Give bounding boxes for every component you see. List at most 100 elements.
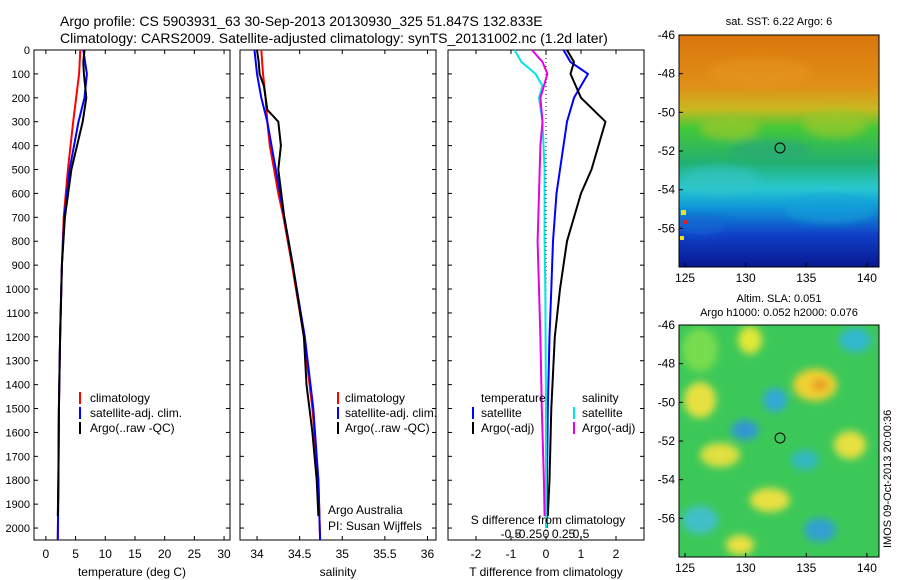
map-x-tick-label: 140 bbox=[857, 271, 877, 285]
difference-xlabel: T difference from climatology bbox=[469, 565, 623, 579]
series-line-s_satellite bbox=[513, 49, 547, 528]
sst-patch bbox=[785, 196, 875, 224]
sst-map bbox=[679, 35, 879, 267]
depth-tick-label: 1700 bbox=[6, 451, 30, 463]
s-tick-label: 0.25 bbox=[552, 527, 576, 541]
legend-climatology: climatology bbox=[90, 391, 150, 405]
map-y-tick-label: -56 bbox=[658, 511, 676, 525]
x-tick-label: 0 bbox=[543, 547, 550, 561]
sst-patch bbox=[710, 58, 810, 86]
legend-s-satellite: satellite bbox=[582, 406, 623, 420]
sst-patch bbox=[680, 166, 760, 194]
salinity-x-axis: 34 34.5 35 35.5 36 bbox=[250, 50, 434, 561]
sla-patch bbox=[726, 535, 754, 555]
map-x-tick-label: 130 bbox=[736, 561, 756, 575]
sst-pixel bbox=[684, 220, 688, 224]
legend-satellite: satellite-adj. clim. bbox=[90, 406, 182, 420]
s-tick-label: 0.5 bbox=[573, 527, 590, 541]
x-tick-label: 10 bbox=[99, 547, 113, 561]
s-tick-label: -0.25 bbox=[515, 527, 543, 541]
map-y-tick-label: -46 bbox=[658, 318, 676, 332]
sla-patch bbox=[738, 326, 762, 354]
sla-map-title-2: Argo h1000: 0.052 h2000: 0.076 bbox=[700, 307, 858, 319]
map-x-tick-label: 140 bbox=[857, 561, 877, 575]
sla-map-title-1: Altim. SLA: 0.051 bbox=[737, 293, 822, 305]
x-tick-label: 1 bbox=[578, 547, 585, 561]
legend-salinity-title: salinity bbox=[582, 391, 619, 405]
legend-s-argo: Argo(-adj) bbox=[582, 421, 635, 435]
map-y-tick-label: -54 bbox=[658, 183, 676, 197]
legend-t-argo: Argo(-adj) bbox=[481, 421, 534, 435]
sla-map bbox=[679, 325, 879, 557]
series-line-climatology bbox=[260, 49, 322, 541]
map-x-tick-label: 135 bbox=[796, 271, 816, 285]
x-tick-label: 15 bbox=[128, 547, 142, 561]
sla-patch bbox=[682, 506, 718, 534]
x-tick-label: 0 bbox=[43, 547, 50, 561]
legend-temperature-title: temperature bbox=[481, 391, 546, 405]
title-line-1: Argo profile: CS 5903931_63 30-Sep-2013 … bbox=[60, 13, 543, 29]
map-y-tick-label: -56 bbox=[658, 221, 676, 235]
depth-tick-label: 1500 bbox=[6, 404, 30, 416]
sst-patch bbox=[679, 215, 725, 235]
depth-tick-label: 2000 bbox=[6, 523, 30, 535]
depth-tick-label: 1900 bbox=[6, 499, 30, 511]
depth-tick-label: 600 bbox=[12, 188, 30, 200]
temperature-legend: climatology satellite-adj. clim. Argo(..… bbox=[79, 391, 182, 435]
map-x-tick-label: 125 bbox=[675, 561, 695, 575]
sst-map-axes: 125 130 135 140 -46 -48 -50 -52 -54 -56 bbox=[658, 28, 878, 285]
sst-patch bbox=[730, 140, 810, 160]
map-y-tick-label: -48 bbox=[658, 67, 676, 81]
sla-patch bbox=[682, 328, 718, 372]
difference-legend: temperature salinity satellite Argo(-adj… bbox=[472, 391, 635, 435]
sst-map-title: sat. SST: 6.22 Argo: 6 bbox=[726, 16, 832, 28]
series-line-argo bbox=[256, 49, 320, 517]
map-x-tick-label: 125 bbox=[675, 271, 695, 285]
legend-climatology: climatology bbox=[345, 391, 405, 405]
sst-texture bbox=[679, 58, 875, 235]
depth-tick-label: 1600 bbox=[6, 427, 30, 439]
sla-patch bbox=[804, 518, 836, 542]
depth-tick-label: 0 bbox=[24, 45, 30, 57]
map-y-tick-label: -50 bbox=[658, 105, 676, 119]
sla-map-axes: 125 130 135 140 -46 -48 -50 -52 -54 -56 bbox=[658, 318, 878, 575]
sst-pixel bbox=[680, 236, 684, 240]
x-tick-label: 35 bbox=[336, 547, 350, 561]
map-y-tick-label: -52 bbox=[658, 434, 676, 448]
x-tick-label: 35.5 bbox=[373, 547, 397, 561]
s-difference-label: S difference from climatology bbox=[471, 513, 626, 527]
sla-texture bbox=[682, 326, 871, 555]
credit-line-2: PI: Susan Wijffels bbox=[328, 519, 422, 533]
x-tick-label: 34.5 bbox=[288, 547, 312, 561]
depth-tick-label: 1200 bbox=[6, 332, 30, 344]
sla-patch bbox=[839, 328, 871, 352]
sst-pixel bbox=[681, 210, 686, 215]
legend-satellite: satellite-adj. clim. bbox=[345, 406, 437, 420]
x-tick-label: -2 bbox=[471, 547, 482, 561]
temperature-x-axis: 0 5 10 15 20 25 30 bbox=[43, 50, 231, 561]
legend-t-satellite: satellite bbox=[481, 406, 522, 420]
salinity-legend: climatology satellite-adj. clim. Argo(..… bbox=[337, 391, 437, 435]
s-tick-label: -0.5 bbox=[501, 527, 522, 541]
imos-timestamp: IMOS 09-Oct-2013 20:00:36 bbox=[882, 410, 894, 548]
depth-tick-label: 1100 bbox=[6, 308, 30, 320]
sla-patch bbox=[700, 443, 740, 467]
sla-float-marker bbox=[774, 432, 786, 444]
depth-tick-label: 800 bbox=[12, 236, 30, 248]
depth-tick-label: 400 bbox=[12, 141, 30, 153]
sst-patch bbox=[700, 116, 760, 140]
temperature-axes bbox=[33, 49, 231, 541]
x-tick-label: 2 bbox=[613, 547, 620, 561]
salinity-xlabel: salinity bbox=[320, 565, 357, 579]
x-tick-label: 20 bbox=[158, 547, 172, 561]
map-y-tick-label: -48 bbox=[658, 357, 676, 371]
sla-patch bbox=[763, 388, 787, 412]
series-line-t_argo bbox=[546, 49, 607, 517]
legend-argo: Argo(..raw -QC) bbox=[90, 421, 175, 435]
depth-tick-label: 200 bbox=[12, 93, 30, 105]
sst-patch bbox=[803, 110, 867, 138]
x-tick-label: 36 bbox=[421, 547, 435, 561]
map-y-tick-label: -46 bbox=[658, 28, 676, 42]
x-tick-label: 34 bbox=[250, 547, 264, 561]
x-tick-label: -1 bbox=[506, 547, 517, 561]
